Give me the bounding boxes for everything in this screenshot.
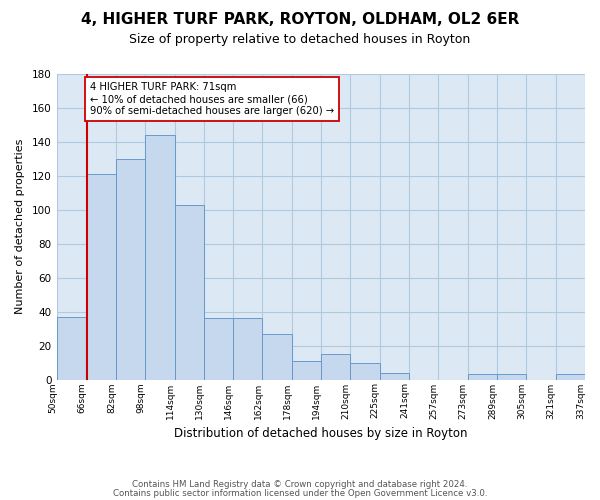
Bar — [204, 318, 233, 380]
Bar — [145, 135, 175, 380]
Bar — [175, 204, 204, 380]
X-axis label: Distribution of detached houses by size in Royton: Distribution of detached houses by size … — [175, 427, 468, 440]
Bar — [116, 159, 145, 380]
Bar — [380, 372, 409, 380]
Text: Contains HM Land Registry data © Crown copyright and database right 2024.: Contains HM Land Registry data © Crown c… — [132, 480, 468, 489]
Y-axis label: Number of detached properties: Number of detached properties — [15, 139, 25, 314]
Bar — [468, 374, 497, 380]
Bar — [497, 374, 526, 380]
Text: Size of property relative to detached houses in Royton: Size of property relative to detached ho… — [130, 32, 470, 46]
Bar — [556, 374, 585, 380]
Bar — [86, 174, 116, 380]
Bar — [350, 362, 380, 380]
Bar — [292, 361, 321, 380]
Bar — [57, 316, 86, 380]
Bar — [233, 318, 262, 380]
Text: 4, HIGHER TURF PARK, ROYTON, OLDHAM, OL2 6ER: 4, HIGHER TURF PARK, ROYTON, OLDHAM, OL2… — [81, 12, 519, 28]
Bar — [262, 334, 292, 380]
Text: 4 HIGHER TURF PARK: 71sqm
← 10% of detached houses are smaller (66)
90% of semi-: 4 HIGHER TURF PARK: 71sqm ← 10% of detac… — [90, 82, 334, 116]
Text: Contains public sector information licensed under the Open Government Licence v3: Contains public sector information licen… — [113, 489, 487, 498]
Bar — [321, 354, 350, 380]
